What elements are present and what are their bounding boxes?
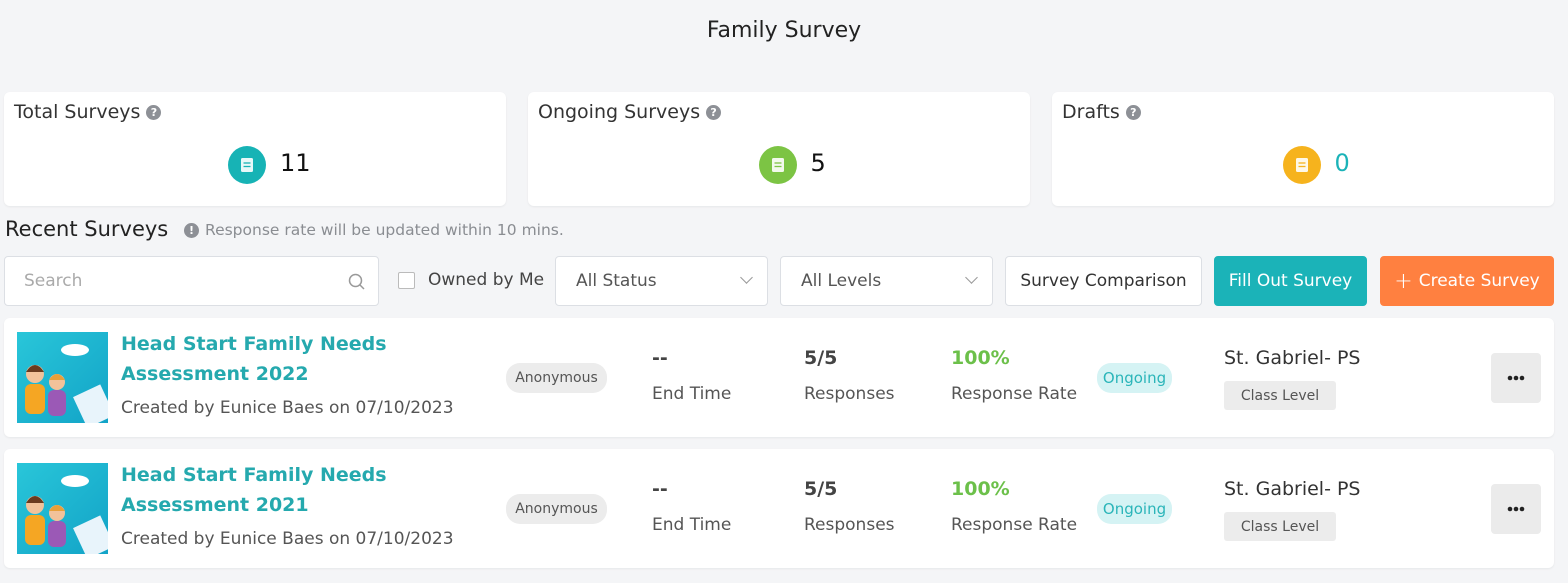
level-tag: Class Level <box>1224 381 1336 410</box>
help-icon[interactable]: ? <box>706 105 722 120</box>
more-button[interactable] <box>1491 484 1541 534</box>
response-rate-label: Response Rate <box>951 515 1078 535</box>
status-text: All Status <box>576 271 657 291</box>
stat-card: Total Surveys? 11 <box>4 92 506 206</box>
end-time-value: -- <box>652 347 668 369</box>
responses-value: 5/5 <box>804 347 838 369</box>
note-text: Response rate will be updated within 10 … <box>205 221 564 239</box>
search-placeholder: Search <box>24 271 83 291</box>
end-time-value: -- <box>652 478 668 500</box>
stat-icon <box>1282 146 1321 184</box>
help-icon[interactable]: ? <box>146 105 162 120</box>
stat-value: 5 <box>810 149 826 177</box>
survey-created: Created by Eunice Baes on 07/10/2023 <box>121 398 454 418</box>
stat-label-text: Total Surveys <box>14 101 141 123</box>
survey-row: Head Start Family Needs Assessment 2021 C… <box>4 449 1554 568</box>
help-icon[interactable]: ? <box>1125 105 1141 120</box>
response-rate-label: Response Rate <box>951 384 1078 404</box>
stat-icon <box>228 146 266 184</box>
status-select[interactable]: All Status <box>555 256 768 306</box>
plus-icon: + <box>1394 268 1413 294</box>
responses-label: Responses <box>804 384 895 404</box>
stat-label-text: Drafts <box>1062 101 1120 123</box>
more-button[interactable] <box>1491 353 1541 403</box>
survey-title[interactable]: Head Start Family Needs Assessment 2022 <box>121 333 387 385</box>
privacy-tag: Anonymous <box>506 363 607 393</box>
levels-select[interactable]: All Levels <box>780 256 993 306</box>
search-icon <box>348 273 365 290</box>
response-rate-value: 100% <box>951 478 1010 500</box>
level-tag: Class Level <box>1224 512 1336 541</box>
status-tag: Ongoing <box>1097 494 1172 524</box>
create-button[interactable]: + Create Survey <box>1380 256 1554 306</box>
page-title: Family Survey <box>706 18 862 43</box>
stat-card: Ongoing Surveys? 5 <box>528 92 1030 206</box>
survey-thumbnail <box>17 463 108 554</box>
stat-label: Ongoing Surveys? <box>538 101 722 123</box>
responses-label: Responses <box>804 515 895 535</box>
create-text: Create Survey <box>1418 271 1540 291</box>
section-title: Recent Surveys <box>5 217 169 241</box>
stat-card: Drafts? 0 <box>1052 92 1554 206</box>
section-note: ! Response rate will be updated within 10… <box>184 221 564 239</box>
end-time-label: End Time <box>652 384 732 404</box>
fill-text: Fill Out Survey <box>1228 271 1353 291</box>
info-icon: ! <box>184 222 199 238</box>
stat-icon <box>758 146 797 184</box>
survey-thumbnail <box>17 332 108 423</box>
levels-text: All Levels <box>801 271 882 291</box>
survey-title[interactable]: Head Start Family Needs Assessment 2021 <box>121 464 387 516</box>
school-name: St. Gabriel- PS <box>1224 347 1361 369</box>
end-time-label: End Time <box>652 515 732 535</box>
fill-button[interactable]: Fill Out Survey <box>1214 256 1367 306</box>
stat-label: Total Surveys? <box>14 101 162 123</box>
school-name: St. Gabriel- PS <box>1224 478 1361 500</box>
privacy-tag: Anonymous <box>506 494 607 524</box>
status-tag: Ongoing <box>1097 363 1172 393</box>
search-box[interactable]: Search <box>4 256 379 306</box>
owned-label[interactable]: Owned by Me <box>428 270 545 290</box>
comparison-text: Survey Comparison <box>1020 271 1187 291</box>
survey-created: Created by Eunice Baes on 07/10/2023 <box>121 529 454 549</box>
response-rate-value: 100% <box>951 347 1010 369</box>
stat-label-text: Ongoing Surveys <box>538 101 701 123</box>
stat-value: 11 <box>280 149 311 177</box>
owned-checkbox[interactable] <box>398 272 415 289</box>
responses-value: 5/5 <box>804 478 838 500</box>
stat-value: 0 <box>1334 149 1350 177</box>
comparison-button[interactable]: Survey Comparison <box>1005 256 1202 306</box>
stat-label: Drafts? <box>1062 101 1141 123</box>
survey-row: Head Start Family Needs Assessment 2022 C… <box>4 318 1554 437</box>
